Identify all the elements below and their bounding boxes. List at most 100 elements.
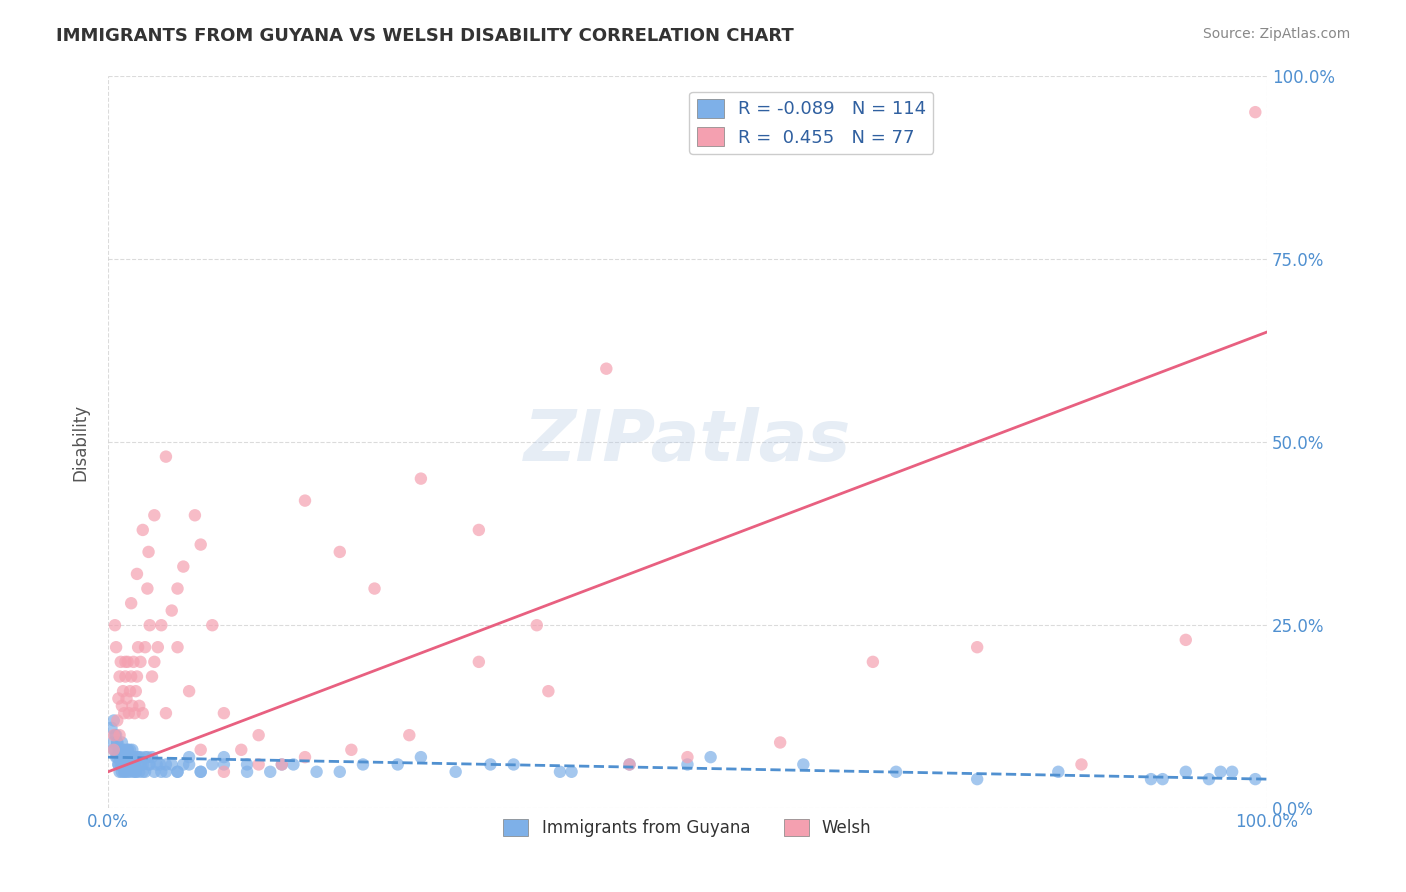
Point xyxy=(112,757,135,772)
Point xyxy=(884,764,907,779)
Point xyxy=(699,750,721,764)
Point xyxy=(172,559,194,574)
Point xyxy=(160,603,183,617)
Point xyxy=(104,618,127,632)
Point xyxy=(283,757,305,772)
Point xyxy=(619,757,641,772)
Point xyxy=(128,698,150,713)
Point xyxy=(502,757,524,772)
Point xyxy=(128,764,150,779)
Point xyxy=(179,684,201,698)
Point xyxy=(340,743,363,757)
Point xyxy=(125,684,148,698)
Point xyxy=(294,750,316,764)
Y-axis label: Disability: Disability xyxy=(72,403,89,481)
Point xyxy=(110,743,132,757)
Point xyxy=(107,743,129,757)
Point xyxy=(118,757,141,772)
Point xyxy=(117,655,139,669)
Point xyxy=(111,764,134,779)
Point xyxy=(132,757,155,772)
Point xyxy=(1070,757,1092,772)
Point xyxy=(112,706,135,721)
Point xyxy=(676,757,699,772)
Point xyxy=(1174,764,1197,779)
Point xyxy=(143,655,166,669)
Point xyxy=(143,764,166,779)
Point xyxy=(120,750,142,764)
Point xyxy=(184,508,207,523)
Point xyxy=(127,640,149,655)
Point xyxy=(122,757,145,772)
Point xyxy=(115,691,138,706)
Point xyxy=(107,757,129,772)
Point xyxy=(141,669,163,683)
Point xyxy=(201,757,224,772)
Point xyxy=(862,655,884,669)
Point xyxy=(114,757,136,772)
Point xyxy=(124,757,146,772)
Point xyxy=(247,757,270,772)
Point xyxy=(125,764,148,779)
Point xyxy=(247,728,270,742)
Point xyxy=(409,472,432,486)
Point xyxy=(190,743,212,757)
Point xyxy=(236,764,259,779)
Point xyxy=(132,523,155,537)
Point xyxy=(111,735,134,749)
Point xyxy=(105,735,128,749)
Point xyxy=(141,750,163,764)
Point xyxy=(270,757,292,772)
Point xyxy=(115,757,138,772)
Point xyxy=(769,735,792,749)
Point xyxy=(118,743,141,757)
Point xyxy=(468,655,491,669)
Point xyxy=(103,743,125,757)
Point xyxy=(305,764,328,779)
Point xyxy=(114,750,136,764)
Point xyxy=(117,743,139,757)
Point xyxy=(125,750,148,764)
Point xyxy=(155,450,177,464)
Point xyxy=(122,764,145,779)
Point xyxy=(112,750,135,764)
Point xyxy=(409,750,432,764)
Point xyxy=(166,640,188,655)
Point xyxy=(108,743,131,757)
Text: ZIPatlas: ZIPatlas xyxy=(524,408,851,476)
Point xyxy=(110,655,132,669)
Point xyxy=(1244,772,1267,786)
Point xyxy=(1152,772,1174,786)
Point xyxy=(619,757,641,772)
Point xyxy=(526,618,548,632)
Point xyxy=(179,757,201,772)
Point xyxy=(112,684,135,698)
Point xyxy=(212,757,235,772)
Point xyxy=(134,640,156,655)
Point xyxy=(966,772,988,786)
Point xyxy=(1220,764,1243,779)
Point xyxy=(105,640,128,655)
Point xyxy=(112,757,135,772)
Point xyxy=(114,764,136,779)
Point xyxy=(146,640,169,655)
Point xyxy=(1198,772,1220,786)
Point xyxy=(134,750,156,764)
Point xyxy=(966,640,988,655)
Point xyxy=(155,706,177,721)
Point xyxy=(792,757,814,772)
Point xyxy=(138,545,160,559)
Point xyxy=(103,728,125,742)
Point xyxy=(110,750,132,764)
Text: IMMIGRANTS FROM GUYANA VS WELSH DISABILITY CORRELATION CHART: IMMIGRANTS FROM GUYANA VS WELSH DISABILI… xyxy=(56,27,794,45)
Point xyxy=(111,698,134,713)
Point xyxy=(120,596,142,610)
Point xyxy=(124,706,146,721)
Point xyxy=(548,764,571,779)
Point xyxy=(155,764,177,779)
Point xyxy=(132,764,155,779)
Point xyxy=(122,655,145,669)
Point xyxy=(105,750,128,764)
Point xyxy=(108,750,131,764)
Point xyxy=(329,545,352,559)
